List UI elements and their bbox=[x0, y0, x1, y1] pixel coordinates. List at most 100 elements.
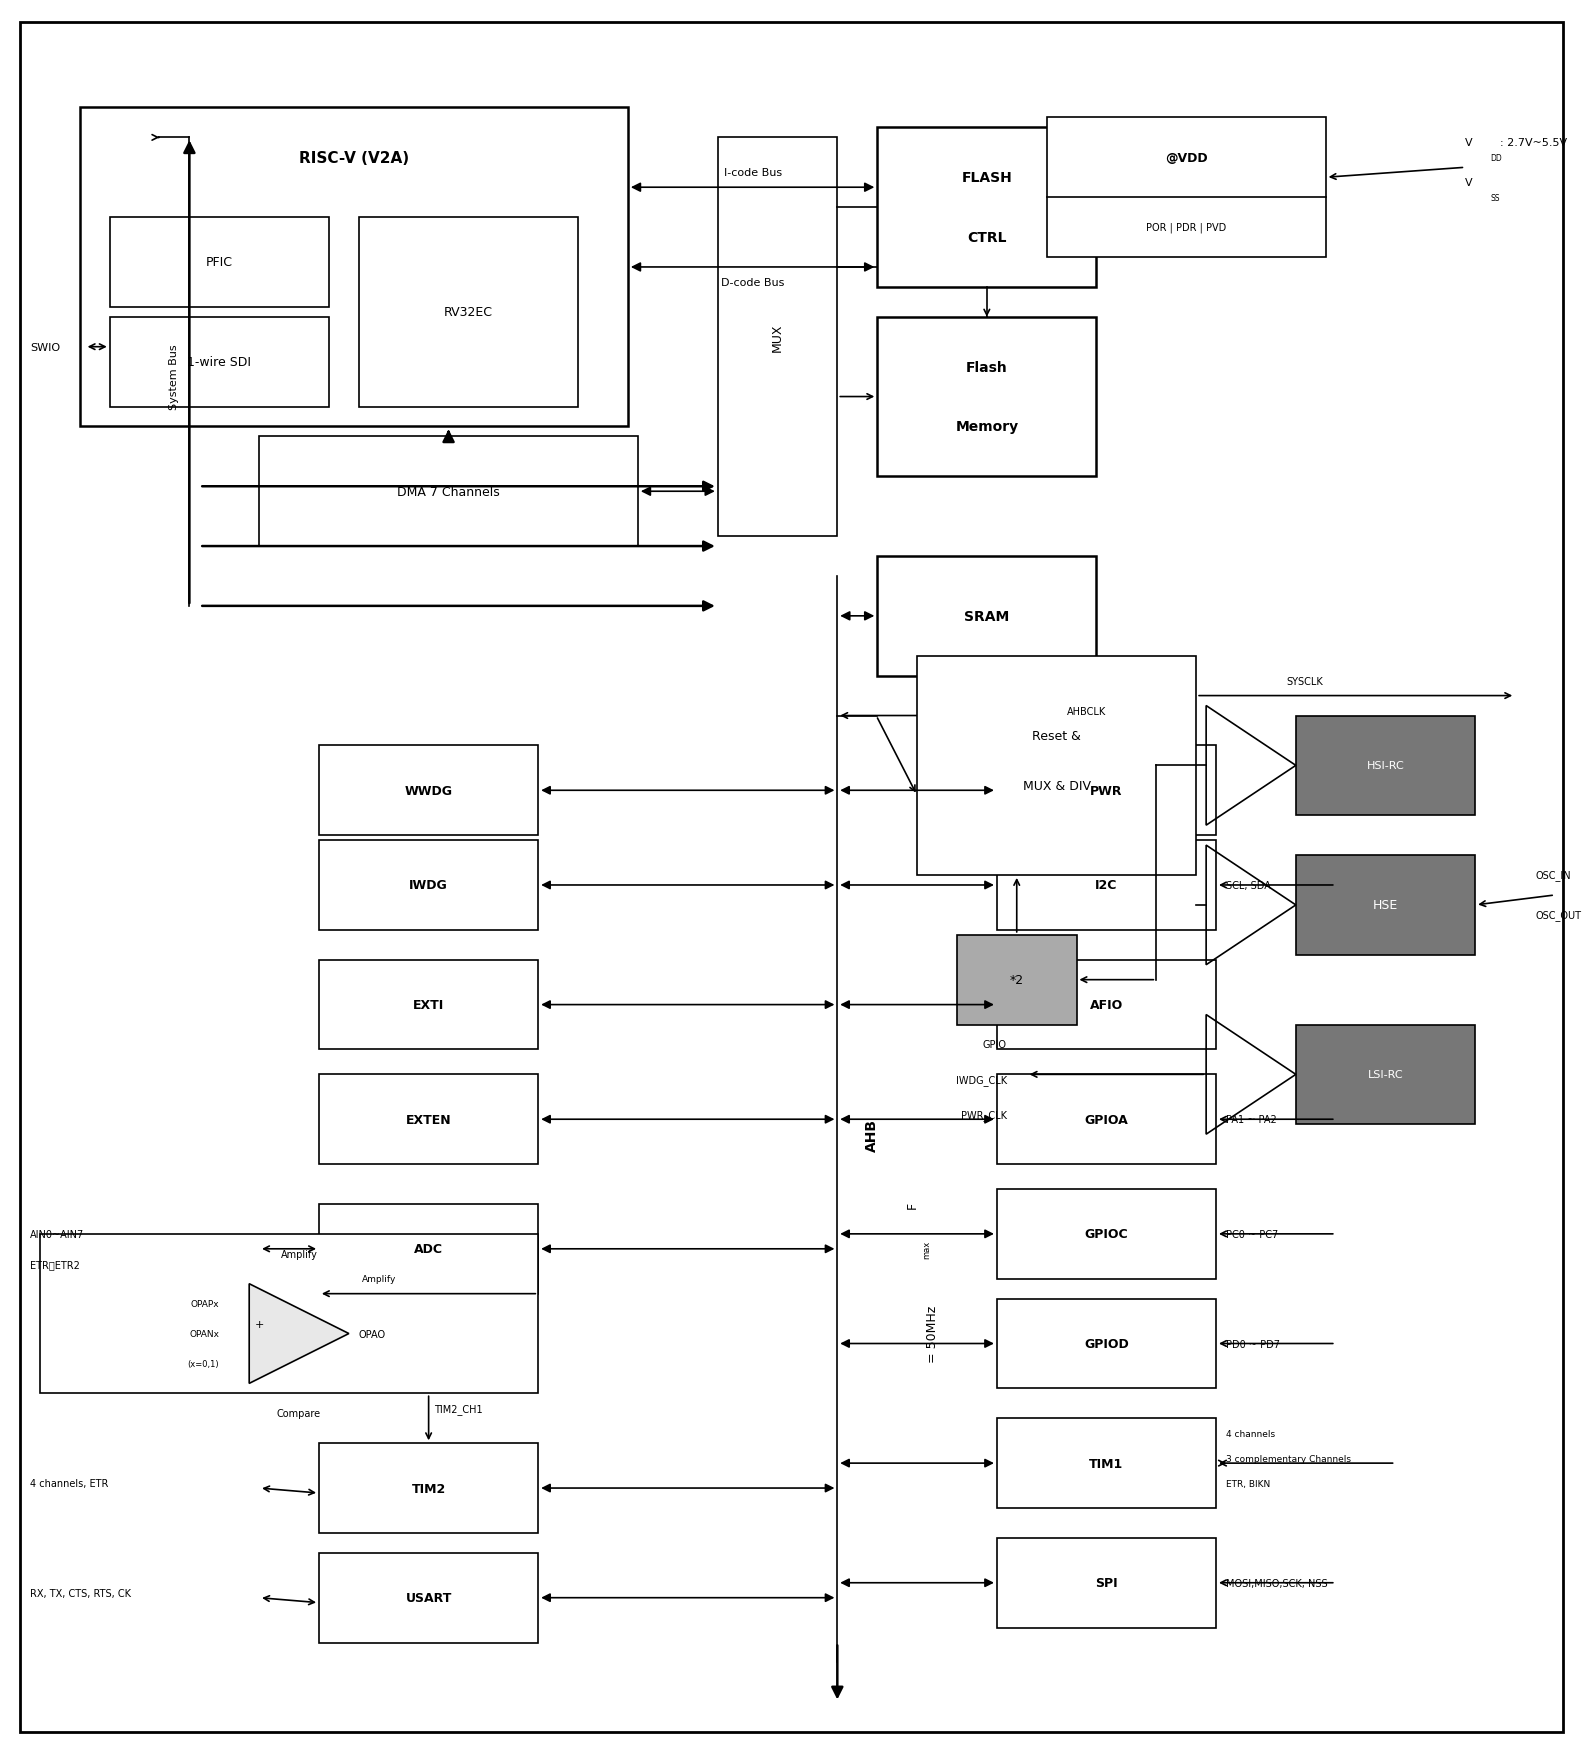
Text: SPI: SPI bbox=[1096, 1576, 1118, 1590]
FancyBboxPatch shape bbox=[718, 139, 837, 537]
FancyBboxPatch shape bbox=[319, 1553, 538, 1643]
Text: RX, TX, CTS, RTS, CK: RX, TX, CTS, RTS, CK bbox=[30, 1588, 130, 1597]
Text: D-code Bus: D-code Bus bbox=[721, 277, 784, 288]
Text: : 2.7V~5.5V: : 2.7V~5.5V bbox=[1501, 139, 1567, 147]
FancyBboxPatch shape bbox=[1296, 716, 1475, 816]
FancyBboxPatch shape bbox=[997, 1299, 1216, 1388]
Text: HSI-RC: HSI-RC bbox=[1367, 762, 1404, 770]
Text: LSI-RC: LSI-RC bbox=[1367, 1071, 1404, 1079]
Text: F: F bbox=[905, 1200, 918, 1207]
Text: GPIOC: GPIOC bbox=[1085, 1228, 1127, 1241]
FancyBboxPatch shape bbox=[877, 577, 1524, 1195]
FancyBboxPatch shape bbox=[997, 1537, 1216, 1627]
Text: RV32EC: RV32EC bbox=[445, 305, 492, 319]
Text: Reset &: Reset & bbox=[1032, 730, 1081, 742]
Text: SYSCLK: SYSCLK bbox=[1286, 676, 1323, 686]
Text: PWR_CLK: PWR_CLK bbox=[961, 1109, 1007, 1120]
Text: PA1 ~ PA2: PA1 ~ PA2 bbox=[1226, 1114, 1277, 1125]
Text: GPIO: GPIO bbox=[983, 1041, 1007, 1049]
Text: CTRL: CTRL bbox=[967, 232, 1007, 246]
Polygon shape bbox=[249, 1285, 349, 1383]
FancyBboxPatch shape bbox=[259, 437, 638, 548]
FancyBboxPatch shape bbox=[997, 1074, 1216, 1164]
Text: MUX & DIV: MUX & DIV bbox=[1023, 779, 1091, 792]
Text: TIM1: TIM1 bbox=[1089, 1457, 1124, 1469]
Text: TIM2_CH1: TIM2_CH1 bbox=[434, 1402, 483, 1415]
FancyBboxPatch shape bbox=[110, 318, 329, 407]
FancyBboxPatch shape bbox=[79, 109, 627, 426]
FancyBboxPatch shape bbox=[110, 218, 329, 307]
Text: IWDG: IWDG bbox=[410, 879, 448, 892]
Text: OPAO: OPAO bbox=[359, 1329, 386, 1339]
Text: +: + bbox=[254, 1318, 264, 1329]
Text: *2: *2 bbox=[1010, 974, 1024, 986]
Text: AHB: AHB bbox=[865, 1118, 880, 1151]
Text: Amplify: Amplify bbox=[362, 1274, 395, 1283]
Text: GPIOA: GPIOA bbox=[1085, 1113, 1129, 1127]
FancyBboxPatch shape bbox=[1296, 856, 1475, 955]
Text: max: max bbox=[923, 1241, 932, 1258]
FancyBboxPatch shape bbox=[916, 656, 1196, 876]
FancyBboxPatch shape bbox=[877, 556, 1096, 676]
Text: I-code Bus: I-code Bus bbox=[724, 168, 781, 179]
Text: PWR: PWR bbox=[1091, 784, 1123, 797]
FancyBboxPatch shape bbox=[319, 841, 538, 930]
Text: FLASH: FLASH bbox=[961, 172, 1012, 184]
FancyBboxPatch shape bbox=[997, 841, 1216, 930]
FancyBboxPatch shape bbox=[877, 128, 1096, 288]
Text: MOSI,MISO,SCK, NSS: MOSI,MISO,SCK, NSS bbox=[1226, 1578, 1328, 1588]
FancyBboxPatch shape bbox=[958, 935, 1077, 1025]
Text: POR | PDR | PVD: POR | PDR | PVD bbox=[1147, 223, 1226, 233]
Text: = 50MHz: = 50MHz bbox=[926, 1306, 939, 1362]
Text: OPANx: OPANx bbox=[189, 1329, 219, 1339]
Text: V: V bbox=[1466, 177, 1474, 188]
Text: MUX: MUX bbox=[772, 323, 784, 351]
Text: System Bus: System Bus bbox=[170, 344, 179, 411]
Text: 3 complementary Channels: 3 complementary Channels bbox=[1226, 1453, 1351, 1464]
Text: PD0 ~ PD7: PD0 ~ PD7 bbox=[1226, 1339, 1280, 1350]
Text: WWDG: WWDG bbox=[405, 784, 453, 797]
Text: AIN0~AIN7: AIN0~AIN7 bbox=[30, 1228, 84, 1239]
Text: Amplify: Amplify bbox=[281, 1250, 318, 1258]
Text: OSC_OUT: OSC_OUT bbox=[1536, 909, 1582, 921]
Text: 4 channels, ETR: 4 channels, ETR bbox=[30, 1478, 108, 1488]
FancyBboxPatch shape bbox=[319, 1074, 538, 1164]
Text: PC0 ~ PC7: PC0 ~ PC7 bbox=[1226, 1228, 1278, 1239]
Text: OPAPx: OPAPx bbox=[191, 1299, 219, 1309]
Text: DD: DD bbox=[1490, 154, 1502, 163]
Text: ADC: ADC bbox=[414, 1243, 443, 1255]
Text: I2C: I2C bbox=[1096, 879, 1118, 892]
Text: EXTI: EXTI bbox=[413, 999, 445, 1011]
FancyBboxPatch shape bbox=[997, 1190, 1216, 1279]
Text: AHBCLK: AHBCLK bbox=[1067, 706, 1105, 716]
Text: DMA 7 Channels: DMA 7 Channels bbox=[397, 486, 500, 498]
Text: USART: USART bbox=[405, 1592, 453, 1604]
Text: SRAM: SRAM bbox=[964, 609, 1010, 623]
Text: RISC-V (V2A): RISC-V (V2A) bbox=[299, 151, 410, 165]
Text: GPIOD: GPIOD bbox=[1085, 1337, 1129, 1350]
Text: @VDD: @VDD bbox=[1166, 151, 1207, 165]
Text: IWDG_CLK: IWDG_CLK bbox=[956, 1074, 1007, 1085]
Text: PFIC: PFIC bbox=[206, 256, 233, 269]
FancyBboxPatch shape bbox=[877, 318, 1096, 477]
FancyBboxPatch shape bbox=[319, 1204, 538, 1293]
FancyBboxPatch shape bbox=[319, 746, 538, 835]
Text: AFIO: AFIO bbox=[1089, 999, 1123, 1011]
Text: EXTEN: EXTEN bbox=[407, 1113, 451, 1127]
FancyBboxPatch shape bbox=[319, 960, 538, 1049]
Text: Flash: Flash bbox=[966, 360, 1008, 374]
Text: SCL, SDA: SCL, SDA bbox=[1226, 881, 1270, 890]
Text: Memory: Memory bbox=[956, 419, 1018, 433]
FancyBboxPatch shape bbox=[40, 1234, 538, 1393]
FancyBboxPatch shape bbox=[997, 960, 1216, 1049]
Text: SS: SS bbox=[1490, 193, 1499, 202]
FancyBboxPatch shape bbox=[21, 23, 1563, 1732]
Text: (x=0,1): (x=0,1) bbox=[187, 1358, 219, 1369]
Text: V: V bbox=[1466, 139, 1474, 147]
FancyBboxPatch shape bbox=[1296, 1025, 1475, 1125]
FancyBboxPatch shape bbox=[359, 218, 578, 407]
Text: OSC_IN: OSC_IN bbox=[1536, 870, 1571, 881]
FancyBboxPatch shape bbox=[997, 1418, 1216, 1508]
Text: TIM2: TIM2 bbox=[411, 1481, 446, 1495]
Text: ETR, BIKN: ETR, BIKN bbox=[1226, 1479, 1270, 1488]
